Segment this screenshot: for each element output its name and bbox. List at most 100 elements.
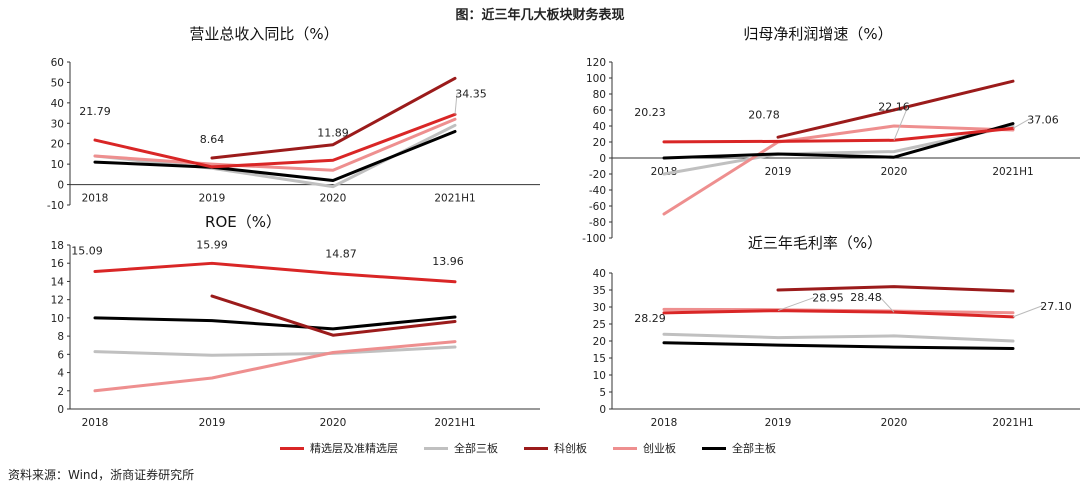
chart1-xtick-label: 2019	[199, 193, 226, 205]
chart3-series-line	[210, 294, 457, 337]
chart2-xtick-label: 2020	[881, 166, 908, 178]
legend-label: 科创板	[554, 442, 587, 455]
chart4-ytick-label: 25	[593, 319, 606, 331]
chart2-label-leader	[1012, 118, 1030, 129]
chart4-ytick-label: 10	[593, 370, 606, 382]
chart4-series-line	[662, 332, 1015, 343]
chart1-xtick-label: 2021H1	[434, 193, 475, 205]
legend-item: 科创板	[524, 440, 587, 456]
chart4-ytick-label: 35	[593, 285, 606, 297]
chart1-ytick-label: -10	[47, 200, 64, 212]
chart3-data-label: 15.09	[71, 245, 103, 258]
chart4-ytick-label: 5	[599, 387, 606, 399]
legend-item: 全部三板	[424, 440, 498, 456]
chart4-data-label: 28.48	[850, 291, 882, 304]
chart4-data-label: 28.95	[812, 292, 844, 305]
chart4-data-label: 28.29	[634, 312, 666, 325]
chart1-ytick-label: 40	[51, 98, 64, 110]
chart4-ytick-label: 20	[593, 336, 606, 348]
legend-swatch	[613, 446, 637, 450]
chart2-series-line	[662, 126, 1015, 144]
chart3-ytick-label: 8	[57, 331, 64, 343]
chart4-xtick-label: 2020	[881, 417, 908, 429]
chart3-title: ROE（%）	[205, 213, 281, 231]
chart3-ytick-label: 12	[51, 295, 64, 307]
legend-label: 创业板	[643, 442, 676, 455]
chart2-ytick-label: 120	[586, 57, 606, 69]
chart2-series-line	[662, 122, 1015, 160]
legend-swatch	[702, 446, 726, 450]
chart3-ytick-label: 4	[57, 368, 64, 380]
chart4-label-leader	[1012, 305, 1043, 318]
chart2-ytick-label: 80	[593, 89, 606, 101]
figure-title: 图：近三年几大板块财务表现	[455, 8, 625, 23]
chart1-ytick-label: 20	[51, 139, 64, 151]
chart1-series-line	[210, 76, 457, 160]
chart4-series-line	[662, 309, 1015, 319]
chart2-data-label: 20.78	[748, 108, 780, 121]
chart2-ytick-label: 40	[593, 121, 606, 133]
legend-label: 全部三板	[454, 442, 498, 455]
chart4-label-leader	[777, 297, 815, 312]
chart1-label-leader	[454, 93, 458, 115]
chart2-ytick-label: -100	[582, 233, 606, 245]
chart1-ytick-label: 30	[51, 118, 64, 130]
chart2-data-label: 22.16	[878, 100, 910, 113]
chart1-ytick-label: 50	[51, 77, 64, 89]
chart4-label-leader	[879, 296, 895, 313]
chart2-data-label: 37.06	[1027, 113, 1059, 126]
chart1-title: 营业总收入同比（%）	[189, 25, 338, 43]
legend-swatch	[524, 446, 548, 450]
chart2-data-label: 20.23	[634, 106, 666, 119]
chart4-xtick-label: 2018	[651, 417, 678, 429]
chart4-data-label: 27.10	[1040, 300, 1072, 313]
chart1-series-line	[93, 117, 457, 172]
source-note: 资料来源：Wind，浙商证券研究所	[8, 468, 195, 482]
chart2-ytick-label: -60	[589, 201, 606, 213]
legend: 精选层及准精选层 全部三板 科创板 创业板 全部主板	[280, 440, 776, 456]
chart3-ytick-label: 0	[57, 404, 64, 416]
chart1-data-label: 34.35	[455, 87, 487, 100]
chart3-ytick-label: 10	[51, 313, 64, 325]
legend-label: 全部主板	[732, 442, 776, 455]
chart3-series-line	[93, 345, 457, 357]
chart2-xtick-label: 2019	[765, 166, 792, 178]
chart2-ytick-label: 0	[599, 153, 606, 165]
legend-item: 全部主板	[702, 440, 776, 456]
chart2-series-line	[662, 124, 1015, 216]
chart2-label-leader	[893, 106, 909, 141]
chart3-ytick-label: 14	[51, 276, 65, 288]
chart1-data-label: 21.79	[79, 105, 111, 118]
chart4-ytick-label: 40	[593, 268, 606, 280]
chart4-xtick-label: 2021H1	[992, 417, 1033, 429]
chart2-ytick-label: -20	[589, 169, 606, 181]
chart3-xtick-label: 2021H1	[434, 417, 475, 429]
chart4-ytick-label: 0	[599, 404, 606, 416]
chart1-series-line	[93, 129, 457, 182]
chart3-xtick-label: 2020	[320, 417, 347, 429]
chart1-data-label: 11.89	[317, 126, 349, 139]
chart3-ytick-label: 2	[57, 386, 64, 398]
chart1-xtick-label: 2020	[320, 193, 347, 205]
chart2-ytick-label: 20	[593, 137, 606, 149]
chart1-ytick-label: 10	[51, 159, 64, 171]
chart2-series-line	[776, 79, 1015, 139]
chart1-ytick-label: 0	[57, 180, 64, 192]
chart4-series-line	[662, 341, 1015, 350]
chart4-series-line	[776, 285, 1015, 293]
chart4-title: 近三年毛利率（%）	[748, 234, 882, 252]
chart3-xtick-label: 2019	[199, 417, 226, 429]
chart3-data-label: 14.87	[325, 248, 357, 261]
chart3-ytick-label: 18	[51, 240, 64, 252]
chart3-ytick-label: 6	[57, 349, 64, 361]
chart2-title: 归母净利润增速（%）	[743, 25, 892, 43]
chart2-series-line	[662, 124, 1015, 176]
chart3-xtick-label: 2018	[82, 417, 109, 429]
chart4-ytick-label: 15	[593, 353, 606, 365]
chart3-series-line	[93, 340, 457, 393]
chart2-xtick-label: 2021H1	[992, 166, 1033, 178]
chart2-ytick-label: 100	[586, 73, 606, 85]
legend-item: 精选层及准精选层	[280, 440, 398, 456]
legend-label: 精选层及准精选层	[310, 442, 398, 455]
